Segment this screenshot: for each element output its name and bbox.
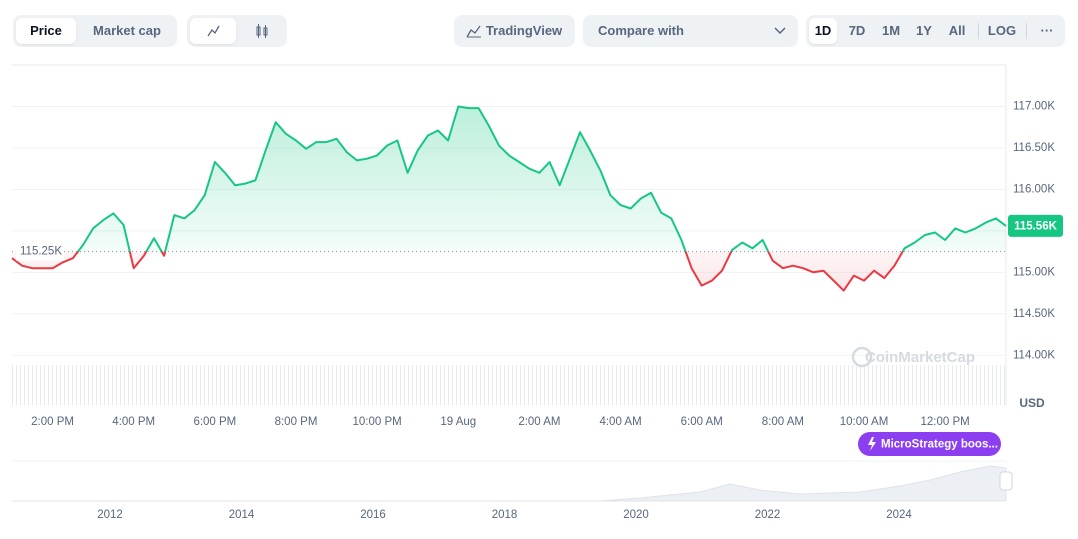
baseline-label: 115.25K [20,246,62,258]
tradingview-button[interactable]: TradingView [454,15,575,47]
range[interactable]: 1D [809,18,837,44]
overview-tick-label: 2024 [886,509,912,521]
y-tick-label: 116.50K [1013,142,1055,154]
y-tick-label: 114.50K [1013,308,1055,320]
range[interactable]: All [948,23,966,38]
volume-bars [12,365,1006,405]
x-tick-label: 8:00 PM [275,416,318,428]
separator [1026,23,1027,39]
tab[interactable]: Price [16,18,76,44]
range[interactable]: 7D [848,23,866,38]
y-tick-label: 116.00K [1013,183,1055,195]
range[interactable]: 1M [881,23,901,38]
compare-dropdown[interactable]: Compare with [583,15,798,47]
x-tick-label: 4:00 AM [599,416,641,428]
annotation: MicroStrategy boos... [881,439,998,451]
x-tick-label: 19 Aug [440,416,476,428]
baseline-label-bg [16,242,64,261]
price-tabs: Price Market cap [13,15,177,47]
x-tick-label: 10:00 PM [353,416,402,428]
navigator-handle[interactable] [999,471,1013,491]
watermark-logo [851,346,873,368]
range[interactable]: 1Y [916,23,932,38]
candle-icon[interactable] [239,18,285,44]
current-price-label: 115.56K [1014,220,1058,232]
y-tick-label: 115.50K [1013,225,1055,237]
overview-tick-label: 2020 [623,509,649,521]
watermark: CoinMarketCap [865,349,975,366]
current-price-badge [1008,214,1063,237]
separator [978,23,979,39]
x-tick-label: 10:00 AM [840,416,889,428]
bolt-icon [868,437,876,451]
more[interactable]: ··· [1040,23,1054,38]
range-tabs: 1D 7D 1M 1Y All LOG ··· [806,15,1065,47]
overview-tick-label: 2016 [360,509,386,521]
x-tick-label: 4:00 PM [112,416,155,428]
label: TradingView [485,23,563,38]
y-tick-label: 115.00K [1013,266,1055,278]
overview-tick-label: 2022 [755,509,781,521]
line-icon[interactable] [190,18,236,44]
x-tick-label: 2:00 AM [518,416,560,428]
annotation-pill[interactable] [858,432,1001,456]
y-tick-label: 114.00K [1013,349,1055,361]
price-line [11,105,1007,292]
x-tick-label: 2:00 PM [31,416,74,428]
area-fill [12,106,1006,291]
x-tick-label: 6:00 AM [681,416,723,428]
x-tick-label: 6:00 PM [193,416,236,428]
overview-tick-label: 2018 [492,509,518,521]
y-tick-label: 117.00K [1013,100,1055,112]
overview-tick-label: 2012 [97,509,123,521]
x-tick-label: 8:00 AM [762,416,804,428]
overview-tick-label: 2014 [229,509,255,521]
tab[interactable]: Market cap [93,23,161,38]
log-toggle[interactable]: LOG [987,23,1017,38]
label: Compare with [598,23,684,38]
overview-area [12,465,1007,502]
x-tick-label: 12:00 PM [921,416,970,428]
y-unit: USD [1019,396,1045,410]
chart-type [187,15,287,47]
